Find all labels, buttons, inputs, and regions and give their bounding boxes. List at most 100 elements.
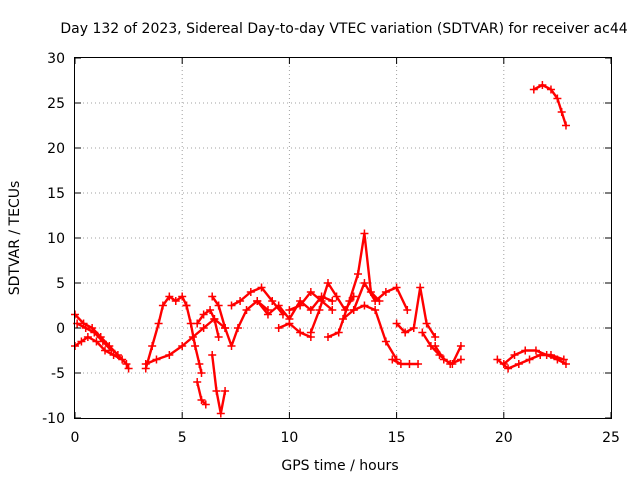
data-point-plus [414, 360, 423, 368]
data-point-plus [201, 400, 210, 409]
data-point-plus [188, 333, 197, 341]
data-point-plus [212, 387, 221, 395]
y-tick-label: 5 [56, 276, 65, 292]
data-point-plus [401, 328, 410, 337]
data-series-sat-g [193, 306, 223, 341]
data-point-plus [499, 360, 508, 368]
series-line [395, 286, 437, 339]
data-point-plus [236, 297, 245, 305]
data-point-plus [332, 292, 341, 301]
data-point-plus [285, 319, 294, 328]
data-point-plus [557, 108, 566, 116]
data-point-plus [339, 315, 347, 323]
data-point-plus [109, 351, 118, 359]
data-point-plus [381, 288, 390, 296]
data-point-plus [328, 297, 337, 305]
data-point-plus [193, 378, 202, 386]
data-point-plus [328, 306, 337, 314]
data-point-plus [388, 355, 397, 364]
data-point-plus [107, 346, 116, 355]
series-line [532, 83, 568, 127]
data-point-plus [418, 328, 427, 337]
data-point-plus [360, 229, 369, 238]
data-point-plus [195, 360, 204, 368]
chart-title: Day 132 of 2023, Sidereal Day-to-day VTE… [60, 21, 627, 37]
series-line [144, 295, 188, 370]
data-series-sat-t [392, 283, 440, 341]
data-point-plus [349, 306, 358, 314]
y-tick-label: -5 [51, 366, 65, 382]
data-point-plus [263, 310, 272, 319]
data-point-plus [381, 337, 390, 346]
data-series-sat-d [141, 292, 191, 373]
data-point-plus [246, 288, 255, 296]
data-point-plus [296, 301, 305, 310]
data-point-plus [148, 342, 157, 350]
data-point-plus [178, 342, 187, 350]
data-point-plus [122, 360, 131, 368]
data-point-plus [197, 369, 206, 377]
data-point-plus [98, 337, 107, 346]
grid-lines [75, 58, 611, 418]
data-point-plus [405, 360, 414, 368]
data-series-sat-p [323, 229, 384, 341]
data-point-plus [285, 306, 294, 314]
x-tick-label: 15 [388, 430, 406, 446]
data-point-plus [306, 328, 315, 337]
data-series-sat-s [388, 355, 423, 368]
data-point-plus [403, 306, 412, 314]
data-point-plus [354, 270, 363, 278]
data-point-plus [257, 283, 266, 292]
data-point-plus [210, 315, 219, 323]
data-point-plus [493, 355, 502, 364]
data-point-plus [521, 346, 530, 355]
y-tick-label: 0 [56, 321, 65, 337]
y-tick-label: 25 [47, 96, 65, 112]
data-point-plus [165, 292, 174, 301]
data-point-plus [431, 333, 440, 341]
data-point-plus [90, 328, 99, 337]
data-series-group [71, 81, 570, 418]
data-series-sat-h [193, 378, 210, 409]
data-point-plus [214, 333, 223, 341]
data-point-plus [171, 297, 180, 305]
x-tick-label: 5 [178, 430, 187, 446]
data-point-plus [306, 288, 315, 296]
data-point-plus [214, 301, 223, 310]
data-series-sat-x [499, 346, 570, 368]
data-point-plus [360, 279, 369, 287]
data-point-plus [334, 328, 343, 337]
data-point-plus [199, 324, 208, 332]
data-point-plus [504, 364, 513, 373]
data-series-sat-e [182, 301, 206, 377]
data-point-plus [182, 301, 191, 310]
data-point-plus [178, 292, 187, 301]
data-point-plus [371, 297, 380, 305]
data-series-sat-r [349, 301, 401, 364]
data-point-plus [456, 355, 465, 364]
x-tick-label: 10 [280, 430, 298, 446]
data-point-plus [514, 360, 523, 368]
data-point-plus [233, 324, 242, 332]
data-point-plus [152, 355, 161, 364]
data-point-plus [422, 319, 431, 328]
y-tick-label: 30 [47, 51, 65, 67]
data-series-sat-i [208, 351, 230, 418]
data-point-plus [216, 409, 225, 418]
data-point-plus [510, 351, 519, 359]
data-point-plus [416, 283, 425, 292]
data-point-plus [561, 360, 570, 368]
y-tick-label: 15 [47, 186, 65, 202]
y-tick-label: -10 [42, 411, 65, 427]
data-point-plus [208, 351, 217, 359]
data-point-plus [227, 301, 236, 310]
series-line [211, 353, 227, 415]
data-point-plus [538, 81, 547, 89]
data-point-plus [253, 297, 262, 305]
axis-ticks: 0 5 10 15 20 25 -10 -5 0 5 10 15 20 25 30 [42, 51, 620, 446]
data-series-sat-u [418, 328, 465, 368]
data-point-plus [553, 355, 562, 364]
data-series-sat-n [285, 288, 337, 314]
series-line [326, 232, 381, 339]
